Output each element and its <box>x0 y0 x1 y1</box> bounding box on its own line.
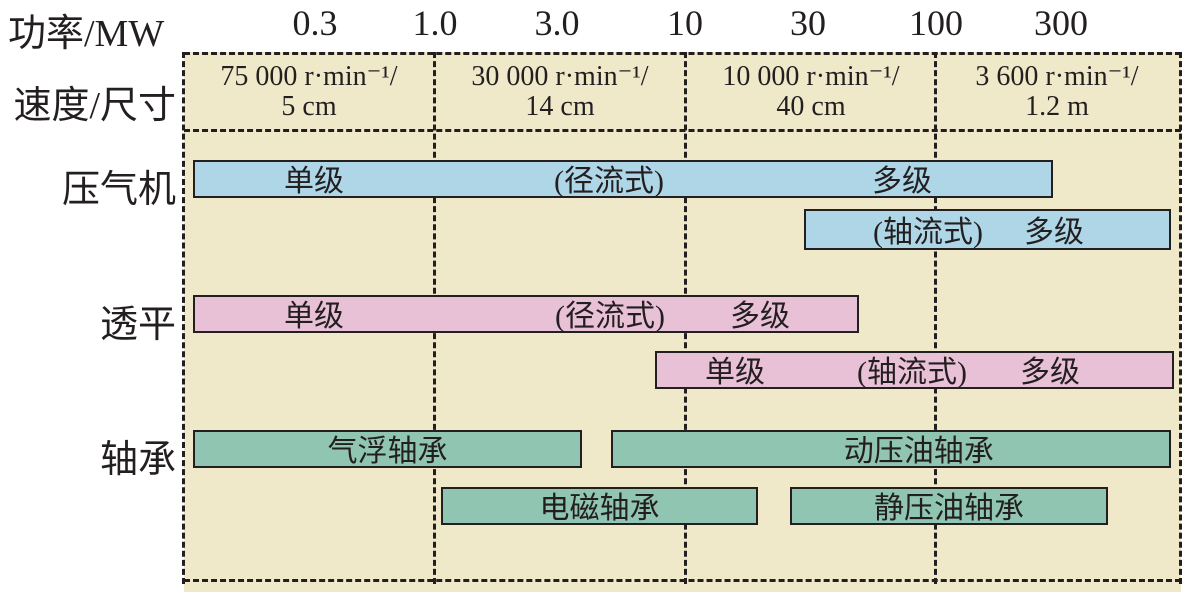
grid-line-left <box>182 52 185 584</box>
speed-value: 30 000 r·min⁻¹/ <box>471 61 649 92</box>
power-axis-label: 功率/MW <box>8 13 165 55</box>
turbine-radial-bar: 单级 (径流式) 多级 <box>193 295 859 333</box>
compressor-axial-bar: (轴流式) 多级 <box>804 209 1171 250</box>
bar-text: (轴流式) <box>857 356 967 390</box>
bar-text: 多级 <box>872 165 932 199</box>
speed-value: 75 000 r·min⁻¹/ <box>220 61 398 92</box>
turbine-axial-bar: 单级 (轴流式) 多级 <box>655 351 1174 389</box>
speed-size-cell: 3 600 r·min⁻¹/1.2 m <box>932 62 1182 122</box>
power-tick: 30 <box>790 3 826 43</box>
hydrodynamic-bearing-bar: 动压油轴承 <box>611 430 1171 468</box>
bar-text: 多级 <box>1020 356 1080 390</box>
speed-value: 3 600 r·min⁻¹/ <box>975 61 1139 92</box>
bar-text: (轴流式) <box>873 215 983 249</box>
grid-line-100mw <box>934 52 937 584</box>
power-tick: 3.0 <box>534 3 580 43</box>
size-value: 1.2 m <box>1025 91 1089 122</box>
speed-size-cell: 10 000 r·min⁻¹/40 cm <box>686 62 936 122</box>
bar-text: 静压油轴承 <box>874 492 1024 526</box>
size-value: 40 cm <box>776 91 846 122</box>
air-bearing-bar: 气浮轴承 <box>193 430 582 468</box>
bar-text: 动压油轴承 <box>843 435 994 469</box>
bar-text: 多级 <box>730 300 790 334</box>
power-tick: 10 <box>667 3 703 43</box>
bar-text: 单级 <box>705 356 765 390</box>
row-label-turbine: 透平 <box>99 304 176 346</box>
bar-text: 单级 <box>284 165 344 199</box>
grid-line-bottom <box>184 579 1181 582</box>
power-tick: 300 <box>1034 3 1088 43</box>
bar-text: (径流式) <box>555 300 665 334</box>
row-label-compressor: 压气机 <box>61 169 176 211</box>
speed-size-cell: 75 000 r·min⁻¹/5 cm <box>184 62 434 122</box>
size-value: 14 cm <box>525 91 595 122</box>
compressor-radial-bar: 单级 (径流式) 多级 <box>193 160 1053 198</box>
hydrostatic-bearing-bar: 静压油轴承 <box>790 487 1108 525</box>
grid-line-right <box>1179 52 1182 584</box>
power-tick: 1.0 <box>412 3 458 43</box>
size-value: 5 cm <box>281 91 337 122</box>
speed-size-label: 速度/尺寸 <box>13 85 176 127</box>
power-tick: 100 <box>909 3 963 43</box>
row-label-bearing: 轴承 <box>99 439 176 481</box>
power-tick: 0.3 <box>292 3 338 43</box>
bar-text: 单级 <box>284 300 344 334</box>
bar-text: (径流式) <box>554 165 664 199</box>
bar-text: 电磁轴承 <box>539 492 660 526</box>
bar-text: 多级 <box>1024 215 1084 249</box>
speed-value: 10 000 r·min⁻¹/ <box>722 61 900 92</box>
grid-line-top <box>184 52 1181 55</box>
grid-line-header <box>184 129 1181 132</box>
speed-size-cell: 30 000 r·min⁻¹/14 cm <box>435 62 685 122</box>
bar-text: 气浮轴承 <box>327 435 448 469</box>
magnetic-bearing-bar: 电磁轴承 <box>441 487 758 525</box>
